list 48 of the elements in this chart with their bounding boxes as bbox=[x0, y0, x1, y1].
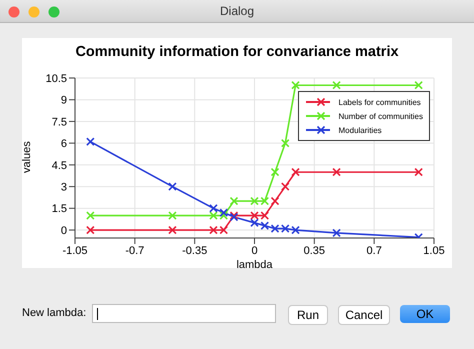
y-tick-label: 9 bbox=[60, 94, 67, 107]
x-tick-label: -0.7 bbox=[125, 244, 144, 257]
y-tick-label: 3 bbox=[60, 182, 67, 194]
chart-title: Community information for convariance matrix bbox=[74, 44, 400, 60]
point bbox=[230, 196, 238, 206]
x-tick-label: 0.35 bbox=[304, 244, 326, 257]
point bbox=[86, 211, 95, 220]
y-tick-label: 6 bbox=[60, 138, 67, 150]
point bbox=[250, 218, 259, 228]
legend-label: Modularities bbox=[338, 126, 382, 134]
point bbox=[86, 137, 95, 146]
legend-label: Number of communities bbox=[338, 112, 423, 120]
point bbox=[280, 182, 290, 191]
legend-label: Labels for communities bbox=[338, 98, 421, 106]
point bbox=[280, 138, 290, 148]
point bbox=[332, 168, 341, 176]
point bbox=[332, 80, 341, 90]
x-tick-label: 0.7 bbox=[366, 244, 382, 257]
y-tick-label: 0 bbox=[60, 224, 67, 237]
point bbox=[86, 226, 95, 234]
x-tick-label: 1.05 bbox=[423, 244, 445, 257]
point bbox=[270, 196, 280, 206]
point bbox=[260, 221, 270, 230]
text: Dialog bbox=[0, 0, 474, 22]
point bbox=[219, 208, 228, 217]
x-tick-label: -1.05 bbox=[62, 244, 88, 257]
text: OK bbox=[400, 305, 450, 323]
text: Cancel bbox=[338, 305, 390, 325]
text: Run bbox=[288, 305, 328, 325]
point bbox=[414, 168, 423, 176]
point bbox=[414, 80, 423, 90]
point bbox=[291, 168, 300, 176]
text: New lambda: bbox=[22, 307, 86, 319]
y-tick-label: 10.5 bbox=[46, 72, 67, 85]
point bbox=[270, 168, 280, 176]
point bbox=[209, 204, 218, 213]
y-tick-label: 4.5 bbox=[52, 160, 67, 172]
point bbox=[168, 182, 177, 191]
point bbox=[291, 80, 300, 90]
y-axis-title: values bbox=[20, 140, 33, 173]
x-tick-label: -0.35 bbox=[182, 244, 208, 257]
point bbox=[332, 228, 341, 238]
x-tick-label: 0 bbox=[251, 244, 258, 257]
y-tick-label: 1.5 bbox=[52, 203, 67, 216]
point bbox=[168, 226, 177, 234]
x-axis-title: lambda bbox=[236, 259, 274, 271]
y-tick-label: 7.5 bbox=[52, 116, 67, 128]
point bbox=[168, 211, 177, 220]
